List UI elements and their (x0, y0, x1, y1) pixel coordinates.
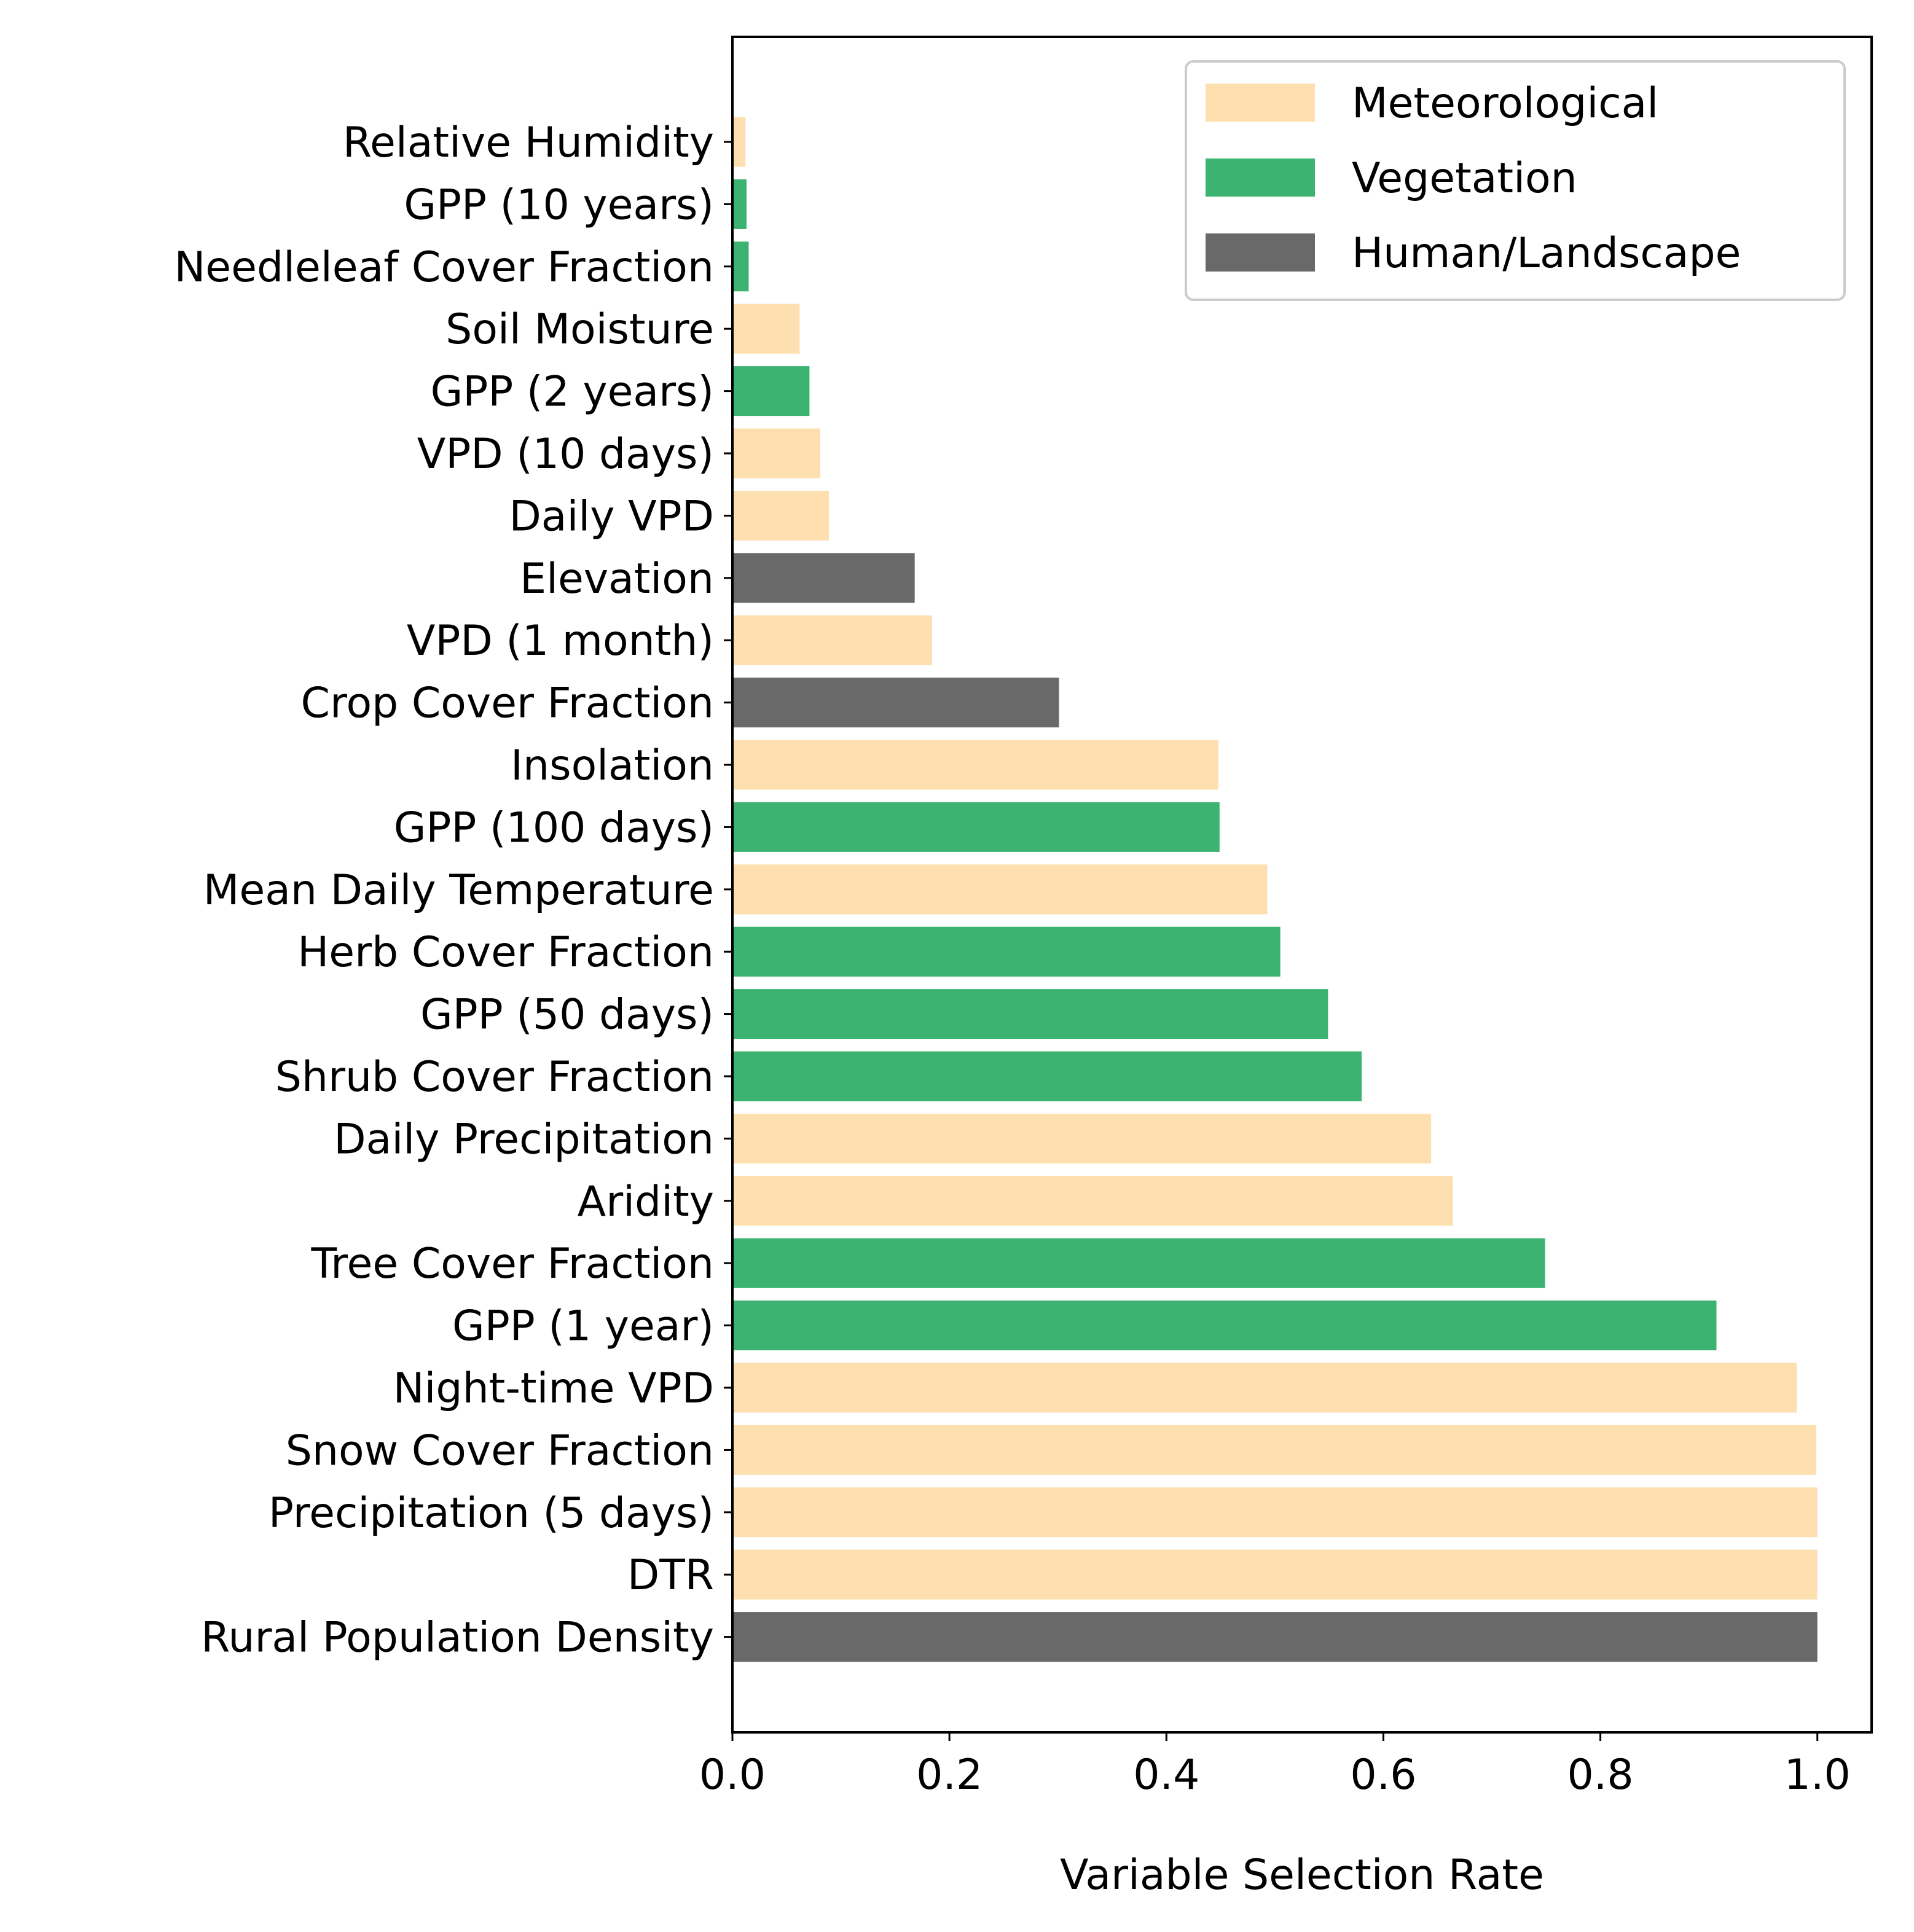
y-tick-label: Crop Cover Fraction (301, 679, 715, 728)
y-tick-label: Tree Cover Fraction (311, 1240, 714, 1288)
y-tick-label: Insolation (511, 741, 714, 790)
y-tick-label: Shrub Cover Fraction (275, 1053, 714, 1101)
y-tick-label: Soil Moisture (445, 305, 714, 354)
x-axis-label: Variable Selection Rate (1060, 1851, 1544, 1899)
bar (732, 1113, 1432, 1164)
bar (732, 366, 810, 417)
bar (732, 1300, 1717, 1351)
x-tick-label: 0.4 (1133, 1751, 1199, 1799)
bar (732, 490, 830, 541)
y-tick-label: Rural Population Density (201, 1614, 714, 1662)
legend-items: Meteorological Vegetation Human/Landscape (1206, 79, 1741, 278)
y-tick-label: Relative Humidity (343, 119, 714, 167)
y-tick-label: VPD (1 month) (407, 617, 714, 665)
bar (732, 926, 1281, 977)
bar (732, 802, 1220, 852)
legend-label: Human/Landscape (1352, 229, 1741, 278)
x-tick-label: 1.0 (1784, 1751, 1851, 1799)
y-tick-label: Daily VPD (509, 492, 714, 541)
y-tick-label: Snow Cover Fraction (286, 1426, 714, 1475)
bar (732, 303, 800, 354)
x-tick-label: 0.2 (916, 1751, 982, 1799)
bar (732, 117, 746, 167)
y-tick-label: Herb Cover Fraction (297, 928, 714, 977)
y-tick-label: Aridity (578, 1178, 714, 1226)
y-tick-label: GPP (50 days) (420, 991, 714, 1039)
bar (732, 1238, 1545, 1288)
bar (732, 989, 1328, 1039)
bar (732, 740, 1219, 790)
bar (732, 864, 1268, 915)
bar (732, 1612, 1818, 1662)
bar (732, 1487, 1818, 1538)
legend-frame (1185, 60, 1846, 301)
bar (732, 428, 821, 479)
legend-label: Meteorological (1352, 79, 1658, 128)
y-tick-label: Night-time VPD (393, 1364, 714, 1413)
bar (732, 678, 1059, 728)
y-tick-label: Needleleaf Cover Fraction (174, 243, 714, 292)
y-tick-label: GPP (10 years) (404, 181, 714, 229)
y-tick-label: GPP (2 years) (431, 368, 714, 417)
bar (732, 179, 747, 229)
bar (732, 1549, 1818, 1600)
bar (732, 1051, 1362, 1101)
y-tick-label: Precipitation (5 days) (269, 1489, 714, 1538)
legend-label: Vegetation (1352, 154, 1577, 203)
legend-swatch (1206, 233, 1315, 272)
y-tick-label: GPP (100 days) (394, 804, 714, 852)
y-tick-label: VPD (10 days) (417, 430, 714, 479)
bar (732, 1176, 1453, 1226)
y-tick-label: DTR (627, 1551, 714, 1600)
x-axis: 0.0 0.2 0.4 0.6 0.8 1.0 (699, 1732, 1851, 1799)
x-tick-label: 0.6 (1350, 1751, 1416, 1799)
x-tick-label: 0.0 (699, 1751, 766, 1799)
bar (732, 615, 932, 665)
bar (732, 241, 749, 292)
y-tick-label: Mean Daily Temperature (203, 866, 714, 915)
bar (732, 553, 915, 603)
x-tick-label: 0.8 (1567, 1751, 1633, 1799)
bar (732, 1363, 1797, 1413)
legend: Meteorological Vegetation Human/Landscape (1185, 60, 1846, 301)
y-tick-label: GPP (1 year) (452, 1302, 714, 1351)
plot-frame (731, 36, 1873, 1734)
y-axis: Relative Humidity GPP (10 years) Needlelea… (174, 119, 732, 1662)
bar (732, 1425, 1816, 1475)
y-tick-label: Elevation (520, 555, 714, 603)
legend-swatch (1206, 158, 1315, 197)
legend-swatch (1206, 84, 1315, 122)
y-tick-label: Daily Precipitation (334, 1115, 714, 1164)
bars-layer (732, 117, 1818, 1662)
